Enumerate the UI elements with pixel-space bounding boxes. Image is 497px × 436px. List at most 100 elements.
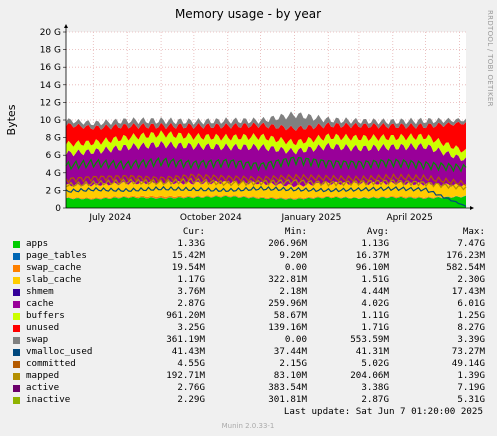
legend-min: 139.16M — [268, 322, 307, 333]
legend-max: 2.30G — [457, 274, 485, 285]
legend-cur: 19.54M — [171, 262, 205, 273]
x-tick-label: July 2024 — [88, 213, 131, 223]
legend-cur: 2.87G — [177, 298, 205, 309]
legend-swatch — [13, 349, 20, 356]
legend-swatch — [13, 325, 20, 332]
line-mapped — [65, 185, 467, 208]
legend-avg: 5.02G — [361, 358, 389, 369]
legend-avg: 1.51G — [361, 274, 389, 285]
last-update: Last update: Sat Jun 7 01:20:00 2025 — [283, 406, 483, 417]
legend-min: 2.18M — [279, 286, 307, 297]
header-avg: Avg: — [366, 226, 389, 237]
x-tick-label: April 2025 — [387, 213, 433, 223]
legend-avg: 204.06M — [350, 370, 389, 381]
legend-min: 383.54M — [268, 382, 307, 393]
legend-max: 3.39G — [457, 334, 485, 345]
legend-cur: 192.71M — [166, 370, 205, 381]
y-tick-label: 4 G — [45, 169, 61, 179]
legend-swatch — [13, 289, 20, 296]
legend-cur: 2.29G — [177, 394, 205, 405]
rrdtool-credit: RRDTOOL / TOBI OETIKER — [486, 10, 494, 107]
legend-row-cache: cache 2.87G 259.96M 4.02G 6.01G — [8, 298, 488, 310]
legend-row-page-tables: page_tables 15.42M 9.20M 16.37M 176.23M — [8, 250, 488, 262]
y-tick-label: 2 G — [45, 186, 61, 196]
legend-min: 259.96M — [268, 298, 307, 309]
legend-avg: 1.71G — [361, 322, 389, 333]
legend-avg: 4.02G — [361, 298, 389, 309]
legend-cur: 15.42M — [171, 250, 205, 261]
legend-avg: 2.87G — [361, 394, 389, 405]
legend-name: slab_cache — [26, 274, 82, 285]
legend-swatch — [13, 337, 20, 344]
stacked-areas — [66, 111, 466, 208]
y-tick-label: 0 — [55, 204, 61, 214]
legend-avg: 1.13G — [361, 238, 389, 249]
y-tick-labels: 0 2 G 4 G 6 G 8 G 10 G 12 G 14 G 16 G 18 G 20 G — [40, 28, 62, 214]
legend-min: 206.96M — [268, 238, 307, 249]
legend-avg: 553.59M — [350, 334, 389, 345]
legend-row-inactive: inactive 2.29G 301.81M 2.87G 5.31G — [8, 394, 488, 406]
legend-name: page_tables — [26, 250, 87, 261]
legend-swatch — [13, 301, 20, 308]
legend-rows: apps 1.33G 206.96M 1.13G 7.47G page_tables 15.… — [8, 238, 488, 406]
area-unused — [66, 121, 466, 153]
x-tick-label: October 2024 — [180, 213, 242, 223]
legend-max: 582.54M — [446, 262, 485, 273]
legend-min: 0.00 — [284, 262, 307, 273]
legend-name: unused — [26, 322, 60, 333]
legend-name: mapped — [26, 370, 60, 381]
legend-name: committed — [26, 358, 76, 369]
legend-cur: 3.25G — [177, 322, 205, 333]
legend-max: 176.23M — [446, 250, 485, 261]
legend-cur: 361.19M — [166, 334, 205, 345]
header-min: Min: — [284, 226, 307, 237]
line-series — [65, 156, 467, 208]
x-tick-label: January 2025 — [280, 213, 341, 223]
legend-max: 5.31G — [457, 394, 485, 405]
legend-min: 58.67M — [273, 310, 307, 321]
legend-avg: 3.38G — [361, 382, 389, 393]
header-cur: Cur: — [182, 226, 205, 237]
area-apps — [66, 195, 466, 208]
legend-header: Cur: Min: Avg: Max: — [8, 226, 488, 238]
legend-avg: 16.37M — [355, 250, 389, 261]
legend-cur: 41.43M — [171, 346, 205, 357]
legend-swatch — [13, 277, 20, 284]
legend-max: 73.27M — [451, 346, 485, 357]
legend-min: 322.81M — [268, 274, 307, 285]
legend-cur: 3.76M — [177, 286, 205, 297]
munin-version: Munin 2.0.33-1 — [222, 422, 275, 430]
area-cache — [66, 140, 466, 188]
legend-name: inactive — [26, 394, 71, 405]
legend-table: Cur: Min: Avg: Max: apps 1.33G 206.96M 1.13… — [8, 226, 488, 418]
legend-max: 6.01G — [457, 298, 485, 309]
header-max: Max: — [462, 226, 485, 237]
y-axis-label: Bytes — [5, 104, 18, 135]
legend-max: 49.14G — [451, 358, 485, 369]
legend-swatch — [13, 397, 20, 404]
legend-swatch — [13, 253, 20, 260]
y-tick-label: 10 G — [40, 116, 61, 126]
legend-min: 2.15G — [279, 358, 307, 369]
line-inactive — [65, 177, 467, 191]
y-tick-label: 16 G — [40, 63, 61, 73]
x-axis-arrow — [470, 206, 474, 210]
legend-min: 0.00 — [284, 334, 307, 345]
legend-row-apps: apps 1.33G 206.96M 1.13G 7.47G — [8, 238, 488, 250]
legend-row-shmem: shmem 3.76M 2.18M 4.44M 17.43M — [8, 286, 488, 298]
legend-name: buffers — [26, 310, 65, 321]
legend-name: vmalloc_used — [26, 346, 93, 357]
legend-swatch — [13, 265, 20, 272]
legend-max: 8.27G — [457, 322, 485, 333]
legend-min: 83.10M — [273, 370, 307, 381]
legend-name: apps — [26, 238, 49, 249]
legend-min: 37.44M — [273, 346, 307, 357]
legend-min: 301.81M — [268, 394, 307, 405]
legend-max: 7.19G — [457, 382, 485, 393]
legend-swatch — [13, 313, 20, 320]
legend-swatch — [13, 241, 20, 248]
legend-max: 17.43M — [451, 286, 485, 297]
legend-row-unused: unused 3.25G 139.16M 1.71G 8.27G — [8, 322, 488, 334]
legend-max: 1.25G — [457, 310, 485, 321]
